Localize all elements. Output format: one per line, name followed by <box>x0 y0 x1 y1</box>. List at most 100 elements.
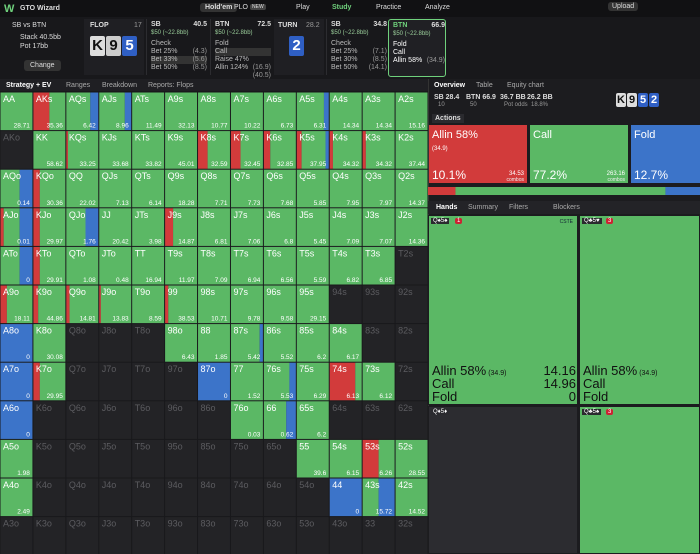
strategy-segment <box>296 208 329 246</box>
hand-label: 93o <box>168 519 183 529</box>
hand-label: T4s <box>332 248 348 258</box>
strategy-segment <box>0 362 33 401</box>
strategy-segment <box>67 131 99 169</box>
grid-tab[interactable]: Reports: Flops <box>148 82 194 89</box>
hand-label: Q2s <box>398 171 415 181</box>
cell-bg <box>362 401 395 439</box>
hand-label: J8o <box>102 326 117 336</box>
panel-tab[interactable]: Table <box>476 82 493 89</box>
hand-label: KK <box>36 133 48 143</box>
strategy-segment <box>378 439 395 478</box>
action[interactable]: Fold <box>393 41 445 49</box>
cell-bg <box>66 324 99 362</box>
hand-label: 95s <box>299 287 314 297</box>
action[interactable]: Bet 30% (8.5) <box>331 56 387 64</box>
line-action: Allin 58% <box>583 363 638 378</box>
menu-item[interactable]: Analyze <box>425 4 450 11</box>
hand-label: QJo <box>69 210 86 220</box>
hand-ev: 58.62 <box>47 161 64 168</box>
action-combos: 34.53 <box>509 171 525 177</box>
hand-ev: 14.34 <box>343 123 360 130</box>
hand-label: Q9s <box>168 171 185 181</box>
strategy-segment <box>296 362 329 401</box>
action[interactable]: Fold <box>215 40 271 48</box>
hand-label: KTs <box>135 133 151 143</box>
menu-item[interactable]: Practice <box>376 4 402 11</box>
menu-item[interactable]: Play <box>296 4 310 11</box>
hand-ev: 10.71 <box>211 316 228 323</box>
game-tab[interactable]: Hold'em <box>200 3 238 12</box>
panel-tab[interactable]: Equity chart <box>507 82 544 89</box>
strategy-segment <box>165 324 198 362</box>
strategy-segment <box>362 362 395 401</box>
hand-ev: 7.71 <box>215 200 228 207</box>
cell-bg <box>395 401 428 439</box>
hand-tab[interactable]: Blockers <box>553 204 580 211</box>
grid-tab[interactable]: Ranges <box>66 82 91 89</box>
strategy-segment <box>395 169 428 208</box>
hand-label: J5s <box>299 210 314 220</box>
change-button[interactable]: Change <box>24 60 61 71</box>
hand-ev: 22.02 <box>79 200 96 207</box>
action[interactable]: Bet 33% (5.6) <box>151 56 207 64</box>
action[interactable]: Bet 25% (4.3) <box>151 48 207 56</box>
hand-label: AQo <box>3 171 21 181</box>
menu-item[interactable]: Study <box>332 4 352 11</box>
cell-bg <box>99 478 132 517</box>
hand-label: 87s <box>233 326 248 336</box>
hand-ev: 32.85 <box>277 161 294 168</box>
hand-label: 44 <box>332 480 342 490</box>
cell-bg <box>66 362 99 401</box>
hand-label: 53s <box>365 441 380 451</box>
hand-label: 76s <box>266 364 281 374</box>
hand-ev: 7.13 <box>116 200 129 207</box>
cell-bg <box>132 439 165 478</box>
panel-tab[interactable]: Overview <box>434 82 466 89</box>
hand-label: K5s <box>299 133 315 143</box>
action[interactable]: Check <box>331 40 387 48</box>
action[interactable]: Bet 50% (14.1) <box>331 64 387 72</box>
hand-label: KTo <box>36 248 52 258</box>
action-freq: 10.1% <box>432 168 466 182</box>
action[interactable]: Bet 25% (7.1) <box>331 48 387 56</box>
hand-tab[interactable]: Hands <box>436 204 458 211</box>
strategy-segment <box>33 324 66 362</box>
bet: $50 (~22.8bb) <box>151 30 189 36</box>
grid-tab[interactable]: Breakdown <box>102 82 138 89</box>
hand-label: 98o <box>168 326 183 336</box>
hand-ev: 6.2 <box>317 354 326 361</box>
action[interactable]: Allin 124% (40.5) <box>215 64 271 79</box>
action[interactable]: Check <box>151 40 207 48</box>
hand-label: Q9o <box>69 287 86 297</box>
action[interactable]: Bet 50% (8.5) <box>151 64 207 72</box>
cell-bg <box>362 324 395 362</box>
action-name: Fold <box>215 40 229 47</box>
hand-tab[interactable]: Summary <box>468 204 498 211</box>
card: K <box>90 36 105 56</box>
hand-ev: 7.06 <box>248 238 261 245</box>
action[interactable]: Call <box>215 48 271 56</box>
hand-label: K6s <box>266 133 282 143</box>
bet: $50 (~22.8bb) <box>393 31 431 37</box>
cell-bg <box>132 517 165 554</box>
hand-label: T9s <box>168 248 184 258</box>
cell-bg <box>33 517 66 554</box>
hand-ev: 9.58 <box>281 316 294 323</box>
action-name: Raise 47% <box>215 56 249 63</box>
grid-tab[interactable]: Strategy + EV <box>6 82 52 89</box>
hand-label: AJo <box>3 210 19 220</box>
upload-button[interactable]: Upload <box>608 2 639 11</box>
hand-label: T9o <box>135 287 151 297</box>
action[interactable]: Raise 47% (16.9) <box>215 56 271 71</box>
hand-label: 84o <box>201 480 216 490</box>
hand-tab[interactable]: Filters <box>509 204 529 211</box>
action-name: Bet 50% <box>331 64 358 71</box>
line-action: Allin 58% <box>432 363 487 378</box>
strategy-segment <box>165 169 198 208</box>
actions-dropdown[interactable]: Actions <box>432 114 464 123</box>
action[interactable]: Call <box>393 49 445 57</box>
strategy-segment <box>0 439 33 478</box>
action-name: Fold <box>393 41 407 48</box>
action[interactable]: Allin 58% (34.9) <box>393 57 445 65</box>
game-tab[interactable]: PLO <box>234 4 249 11</box>
